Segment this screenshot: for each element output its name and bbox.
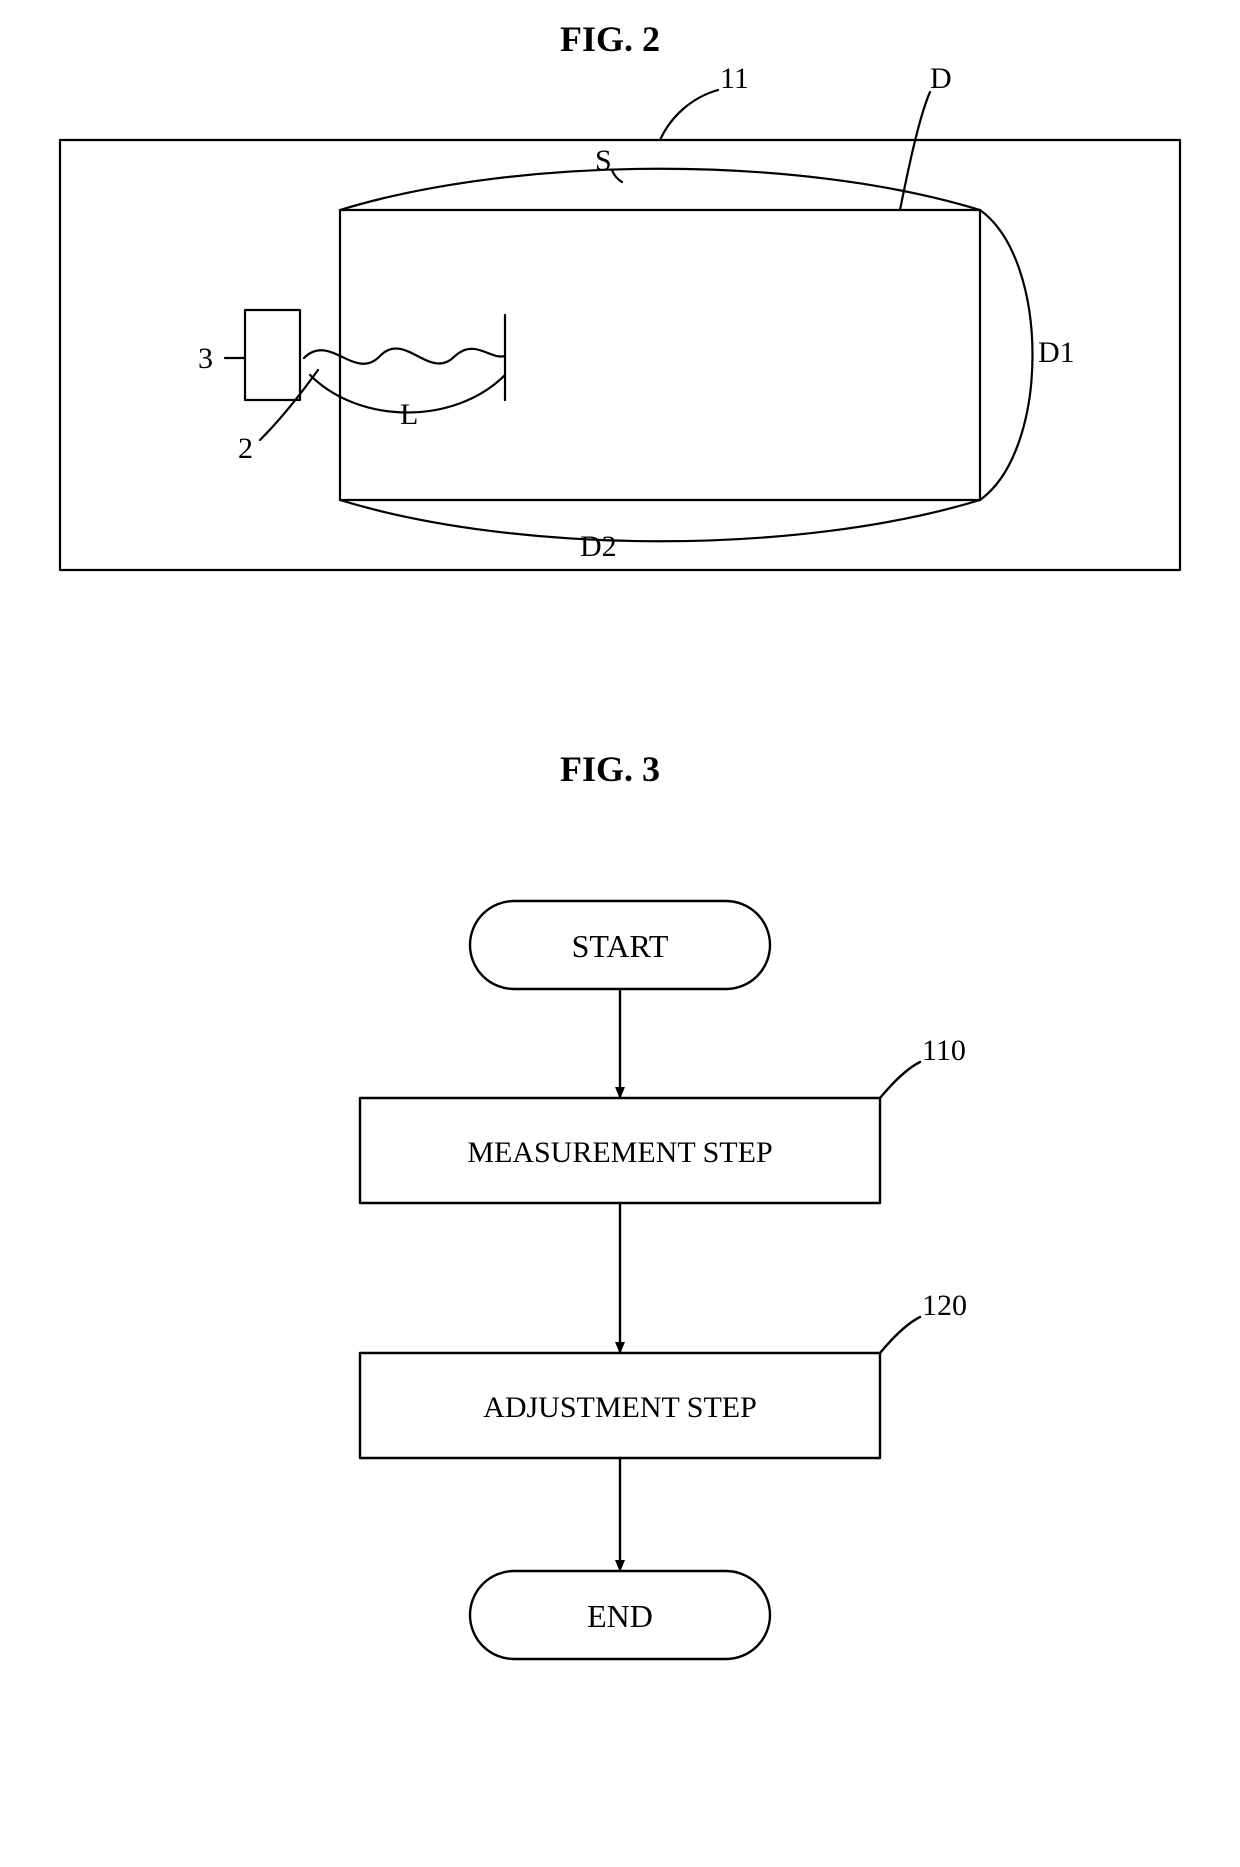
label-11: 11: [720, 62, 749, 95]
leader-s: [612, 170, 622, 182]
leader-110: [880, 1062, 920, 1098]
label-s: S: [595, 144, 612, 177]
fig2-diagram: 11 D S D1 D2 L 2 3: [0, 0, 1240, 700]
leader-2: [260, 370, 318, 440]
inner-box-d: [340, 210, 980, 500]
ref-step1: 110: [922, 1034, 966, 1067]
label-2: 2: [238, 432, 253, 465]
leader-11: [660, 90, 718, 140]
fig3-title: FIG. 3: [560, 748, 660, 790]
fig3-flowchart: START MEASUREMENT STEP 110 ADJUSTMENT ST…: [0, 800, 1240, 1867]
label-d2: D2: [580, 530, 617, 563]
label-l: L: [400, 398, 418, 431]
outer-frame: [60, 140, 1180, 570]
curve-s: [340, 169, 980, 210]
label-d: D: [930, 62, 952, 95]
ref-step2: 120: [922, 1289, 967, 1322]
fig3-title-text: FIG. 3: [560, 749, 660, 789]
leader-120: [880, 1317, 920, 1353]
label-d1: D1: [1038, 336, 1075, 369]
label-start: START: [572, 928, 669, 964]
curve-d1: [980, 210, 1033, 500]
small-box-3: [245, 310, 300, 400]
label-3: 3: [198, 342, 213, 375]
page: FIG. 2: [0, 0, 1240, 1767]
wavy-line: [304, 348, 505, 363]
label-step2: ADJUSTMENT STEP: [483, 1391, 757, 1424]
curve-d2: [340, 500, 980, 541]
label-step1: MEASUREMENT STEP: [467, 1136, 772, 1169]
label-end: END: [587, 1598, 653, 1634]
